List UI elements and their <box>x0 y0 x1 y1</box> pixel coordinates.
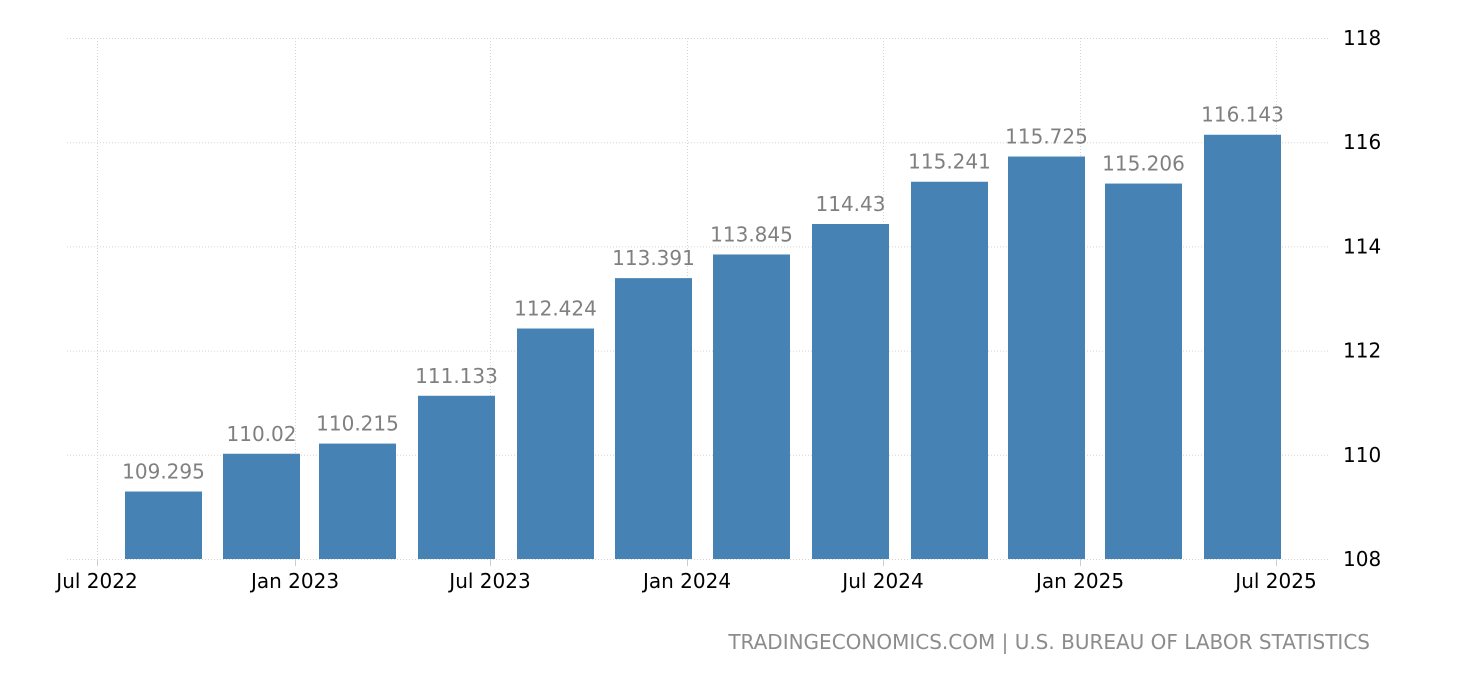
x-axis: Jul 2022 Jan 2023 Jul 2023 Jan 2024 Jul 2024… <box>54 559 1317 593</box>
bar[interactable] <box>1008 156 1085 559</box>
bar[interactable] <box>812 223 889 559</box>
bar[interactable] <box>615 278 692 559</box>
y-tick-label: 108 <box>1343 547 1381 571</box>
bar[interactable] <box>517 328 594 559</box>
source-attribution: TRADINGECONOMICS.COM | U.S. BUREAU OF LA… <box>728 630 1370 654</box>
bar-value-label: 110.215 <box>316 412 399 436</box>
bar-value-label: 109.295 <box>122 460 205 484</box>
y-tick-label: 116 <box>1343 130 1381 154</box>
bar-value-label: 115.241 <box>908 150 991 174</box>
bar-value-label: 114.43 <box>816 192 886 216</box>
x-tick-label: Jul 2022 <box>54 569 137 593</box>
bar-value-label: 111.133 <box>415 364 498 388</box>
bar-value-label: 115.206 <box>1102 152 1185 176</box>
x-tick-label: Jan 2024 <box>641 569 731 593</box>
bar-value-label: 116.143 <box>1201 103 1284 127</box>
y-tick-label: 118 <box>1343 26 1381 50</box>
bar[interactable] <box>1105 183 1182 560</box>
bar-value-label: 112.424 <box>514 297 597 321</box>
bar[interactable] <box>713 254 790 559</box>
bar[interactable] <box>418 395 495 559</box>
x-tick-label: Jul 2024 <box>840 569 923 593</box>
bar-value-label: 113.391 <box>612 246 695 270</box>
bar-value-label: 110.02 <box>227 422 297 446</box>
y-tick-label: 114 <box>1343 234 1381 258</box>
bar[interactable] <box>125 491 202 559</box>
bar-value-label: 113.845 <box>710 222 793 246</box>
x-tick-label: Jul 2023 <box>447 569 530 593</box>
x-tick-label: Jan 2023 <box>249 569 339 593</box>
y-tick-label: 110 <box>1343 443 1381 467</box>
x-tick-label: Jan 2025 <box>1034 569 1124 593</box>
bars <box>125 134 1281 560</box>
bar-value-label: 115.725 <box>1005 125 1088 149</box>
bar-value-labels: 109.295 110.02 110.215 111.133 112.424 113.39… <box>122 103 1284 484</box>
bar[interactable] <box>319 443 396 559</box>
x-tick-label: Jul 2025 <box>1233 569 1316 593</box>
bar[interactable] <box>223 453 300 559</box>
y-axis: 108 110 112 114 116 118 <box>1343 26 1381 571</box>
bar[interactable] <box>911 181 988 559</box>
bar[interactable] <box>1204 134 1281 559</box>
y-tick-label: 112 <box>1343 339 1381 363</box>
